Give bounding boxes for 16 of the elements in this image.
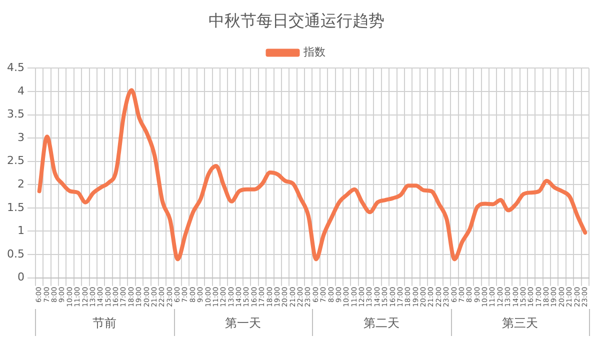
y-tick-label: 0 bbox=[17, 270, 24, 284]
text: 第二天 bbox=[363, 316, 400, 330]
y-tick-label: 3.5 bbox=[6, 108, 24, 121]
y-tick-label: 2.5 bbox=[6, 154, 24, 168]
y-tick-label: 4.5 bbox=[6, 61, 24, 74]
text: 节前 bbox=[92, 316, 117, 330]
y-tick-label: 2 bbox=[17, 178, 24, 191]
text: 第一天 bbox=[225, 316, 262, 330]
y-tick-label: 0.5 bbox=[6, 247, 24, 260]
y-tick-label: 4 bbox=[17, 84, 24, 98]
y-tick-label: 1.5 bbox=[6, 200, 24, 214]
text: 第三天 bbox=[502, 316, 538, 330]
y-tick-label: 1 bbox=[17, 224, 24, 238]
chart-title: 中秋节每日交通运行趋势 bbox=[208, 10, 384, 30]
y-tick-label: 3 bbox=[17, 130, 24, 144]
legend-label: 指数 bbox=[302, 46, 326, 59]
